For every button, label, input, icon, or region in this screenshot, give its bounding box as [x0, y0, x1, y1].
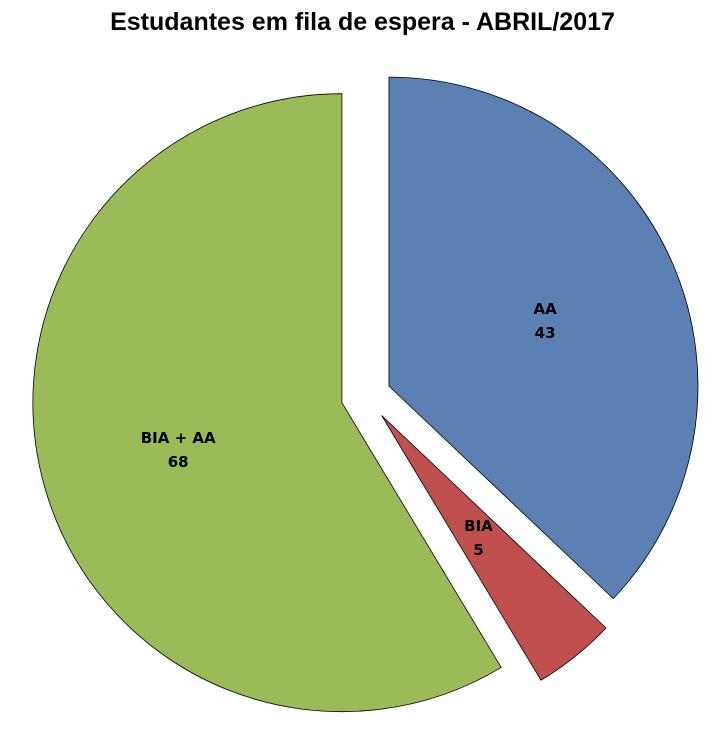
- data-label-category: BIA: [464, 517, 493, 535]
- pie-slice-bia: [381, 415, 607, 681]
- data-label-category: AA: [533, 300, 557, 318]
- data-label-value: 68: [168, 453, 189, 471]
- data-label-value: 5: [473, 541, 483, 559]
- pie-slice-bia-aa: [32, 93, 502, 713]
- pie-slice-aa: [388, 76, 699, 600]
- data-label-value: 43: [535, 324, 556, 342]
- chart-title: Estudantes em fila de espera - ABRIL/201…: [110, 8, 615, 36]
- data-label-category: BIA + AA: [141, 429, 216, 447]
